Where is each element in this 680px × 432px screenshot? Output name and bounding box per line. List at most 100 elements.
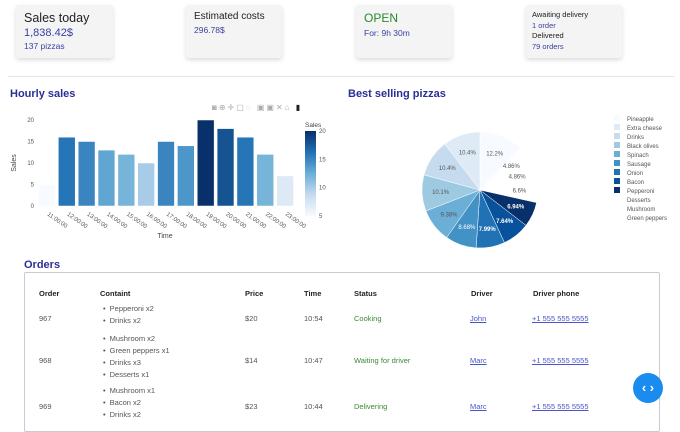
legend-label: Spinach [627,153,649,159]
pie-value-label: 6.94% [507,205,525,211]
order-item: Drinks x2 [103,409,155,421]
column-header: Price [245,289,264,298]
pie-value-label: 10.4% [459,151,477,157]
lasso-icon[interactable]: ◌ [245,103,253,112]
colorbar-tick-label: 15 [319,157,326,163]
bar [276,175,294,207]
pie-value-label: 6.6% [513,189,527,195]
bar [97,149,116,207]
pie-value-label: 4.86% [509,175,527,181]
driver-phone-link[interactable]: +1 555 555 5555 [532,314,589,323]
divider [8,76,674,77]
phone-cell: +1 555 555 5555 [532,314,589,323]
bar [256,154,274,207]
colorbar-title: Sales [305,122,322,129]
pie-value-label: 10.1% [432,190,450,196]
bar [137,162,155,207]
sales-today-card: Sales today 1,838.42$ 137 pizzas [16,5,113,58]
pie-value-label: 7.64% [496,219,514,225]
order-item: Bacon x2 [103,397,155,409]
column-header: Order [39,289,60,298]
home-icon[interactable]: ⌂ [284,103,292,112]
order-price: $14 [245,356,258,365]
column-header: Time [304,289,322,298]
awaiting-label: Awaiting delivery [532,10,589,19]
driver-cell: Marc [470,356,487,365]
box-select-icon[interactable]: ▢ [236,103,246,112]
legend-swatch [614,115,620,121]
phone-cell: +1 555 555 5555 [532,402,589,411]
zoom-out-icon[interactable]: ▣ [266,103,276,112]
pie-value-label: 9.38% [440,212,458,218]
pie-value-label: 10.4% [439,166,457,172]
x-tick-label: 13:00:00 [85,212,108,231]
bar [197,119,215,207]
sales-amount: 1,838.42$ [24,27,73,39]
column-header: Status [354,289,377,298]
driver-link[interactable]: John [470,314,487,323]
x-axis-label: Time [157,233,172,240]
x-tick-label: 21:00:00 [244,212,267,231]
driver-phone-link[interactable]: +1 555 555 5555 [532,356,589,365]
legend-swatch [614,160,620,166]
costs-amount: 296.78$ [194,25,225,35]
chart-toolbar[interactable]: ◙⊕✛▢◌ ▣▣✕⌂ ▮ [212,103,302,112]
bar [157,141,175,207]
y-tick-label: 10 [27,161,34,167]
column-header: Driver [471,289,493,298]
best-selling-pie-chart: 12.2% 4.86% 4.86% 6.6% 6.94% 7.64% 7.99%8.68% 9… [421,115,667,249]
colorbar-tick-label: 5 [319,214,323,220]
driver-phone-link[interactable]: +1 555 555 5555 [532,402,589,411]
open-status: OPEN [364,11,399,25]
zoom-icon[interactable]: ⊕ [218,103,228,112]
driver-cell: Marc [470,402,487,411]
code-arrows-button[interactable]: ‹ › [633,373,663,403]
column-header: Driver phone [533,289,580,298]
colorbar [305,131,316,216]
hourly-sales-chart: 0 5 10 15 20 11:00:0012:00:0013:00:0014:00:00… [11,118,326,240]
y-tick-label: 15 [27,140,34,146]
legend-swatch [614,178,620,184]
pie-value-label: 4.86% [503,164,521,170]
x-tick-label: 22:00:00 [264,212,287,231]
y-axis-label: Sales [11,154,18,172]
legend-swatch [614,196,620,202]
driver-link[interactable]: Marc [470,356,487,365]
x-tick-label: 17:00:00 [165,212,188,231]
x-tick-label: 11:00:00 [46,212,69,230]
colorbar-tick-label: 20 [319,129,326,135]
legend-label: Bacon [627,180,644,186]
order-price: $20 [245,314,258,323]
legend-swatch [614,151,620,157]
hourly-sales-title: Hourly sales [10,88,76,100]
legend-label: Pineapple [627,117,654,123]
bar [177,145,195,207]
legend-swatch [614,187,620,193]
bar [58,136,76,207]
open-status-card: OPEN For: 9h 30m [356,5,452,58]
x-tick-label: 18:00:00 [185,212,208,231]
driver-link[interactable]: Marc [470,402,487,411]
legend-swatch [614,124,620,130]
x-tick-label: 12:00:00 [66,212,89,231]
order-status: Waiting for driver [354,356,411,365]
autoscale-icon[interactable]: ✕ [275,103,285,112]
column-header: Containt [100,289,131,298]
order-item: Drinks x3 [103,357,170,369]
plotly-logo-icon[interactable]: ▮ [295,103,303,112]
legend-label: Drinks [627,135,644,141]
legend-label: Sausage [627,162,651,168]
legend-label: Pepperoni [627,189,654,195]
pizza-count: 137 pizzas [24,41,65,51]
zoom-in-icon[interactable]: ▣ [256,103,267,112]
camera-icon[interactable]: ◙ [212,103,219,112]
bar [236,136,255,207]
driver-cell: John [470,314,486,323]
orders-table: Order Containt Price Time Status Driver Driver… [24,272,660,432]
x-tick-label: 16:00:00 [145,212,168,231]
pan-icon[interactable]: ✛ [227,103,237,112]
legend-swatch [614,142,620,148]
legend-label: Mushroom [627,207,655,213]
pie-slice [444,131,481,191]
code-arrows-icon: ‹ › [641,380,655,395]
